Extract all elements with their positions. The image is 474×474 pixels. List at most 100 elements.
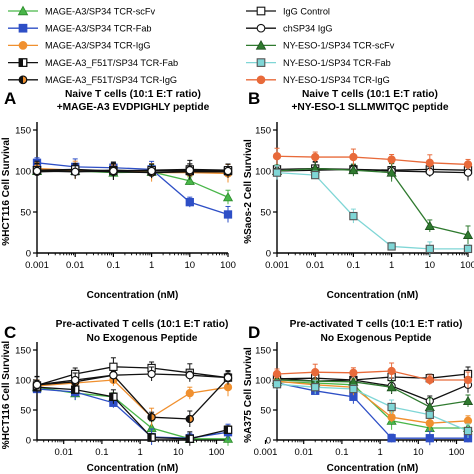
x-tick-label: 100 <box>449 447 465 458</box>
data-point <box>387 155 396 164</box>
series-line <box>276 373 469 381</box>
data-point <box>387 402 396 412</box>
series-line <box>276 167 469 236</box>
series-line <box>276 383 469 432</box>
x-axis-label: Concentration (nM) <box>87 463 179 474</box>
data-point <box>387 413 396 422</box>
series-line <box>36 162 229 216</box>
panel-subtitle: No Exogenous Peptide <box>321 333 432 344</box>
series-mage-a3-sp34-tcr-fab <box>32 157 233 223</box>
series-ny-eso-1-sp34-tcr-fab <box>272 379 473 438</box>
y-tick-label: 0 <box>26 435 31 446</box>
x-tick-label: 10 <box>425 260 436 271</box>
data-point <box>109 392 118 401</box>
legend: MAGE-A3/SP34 TCR-scFv MAGE-A3/SP34 TCR-Fa… <box>8 5 395 85</box>
x-tick-label: 0.001 <box>254 447 278 458</box>
series-ny-eso-1-sp34-tcr-fab <box>272 165 473 256</box>
y-tick-label: 50 <box>20 207 31 218</box>
panel-letter: C <box>4 323 16 342</box>
data-point <box>425 158 434 167</box>
data-point <box>71 167 80 176</box>
x-tick-label: 0.01 <box>306 260 325 271</box>
data-point <box>223 383 233 392</box>
series-line <box>37 170 229 198</box>
legend-item: MAGE-A3/SP34 TCR-IgG <box>8 41 151 51</box>
legend-item: IgG Control <box>246 6 330 16</box>
series-line <box>276 370 468 381</box>
data-point <box>147 166 156 176</box>
data-point <box>348 164 359 175</box>
legend-marker <box>18 58 28 67</box>
data-point <box>185 166 194 175</box>
legend-label: NY-ESO-1/SP34 TCR-Fab <box>283 58 391 68</box>
series-mage-a3-sp34-tcr-igg <box>272 372 473 432</box>
data-point <box>424 220 435 230</box>
series-line <box>276 171 468 250</box>
legend-item: NY-ESO-1/SP34 TCR-scFv <box>246 39 395 51</box>
legend-marker <box>256 23 266 33</box>
data-point <box>311 152 320 162</box>
panel-b: B Naive T cells (10:1 E:T ratio) +NY-ESO-1… <box>243 89 474 301</box>
y-axis-label: %HCT116 Cell Survival <box>1 341 12 450</box>
data-point <box>311 383 320 392</box>
y-tick-label: 150 <box>15 345 31 356</box>
x-tick-label: 100 <box>209 447 225 458</box>
legend-label: MAGE-A3/SP34 TCR-Fab <box>45 24 152 34</box>
data-point <box>71 375 80 385</box>
series-line <box>276 379 469 408</box>
legend-marker <box>17 5 29 16</box>
data-point <box>386 167 397 177</box>
y-axis-label: %Saos-2 Cell Survival <box>243 139 254 244</box>
x-tick-label: 0.001 <box>265 260 289 271</box>
legend-label: IgG Control <box>283 6 330 16</box>
y-tick-label: 0 <box>266 248 271 259</box>
data-point <box>223 166 233 176</box>
legend-marker <box>256 58 266 67</box>
legend-label: MAGE-A3/SP34 TCR-IgG <box>45 41 151 51</box>
panel-title: Naive T cells (10:1 E:T ratio) <box>302 89 438 100</box>
legend-label: NY-ESO-1/SP34 TCR-IgG <box>283 75 390 85</box>
data-point <box>109 166 118 176</box>
panel-letter: D <box>248 323 260 342</box>
series-chsp34-igg <box>32 163 233 179</box>
panel-title: Naive T cells (10:1 E:T ratio) <box>65 89 201 100</box>
y-tick-label: 50 <box>260 207 271 218</box>
legend-marker <box>256 75 266 85</box>
x-tick-label: 0.01 <box>294 447 313 458</box>
series-line <box>276 380 469 424</box>
series-line <box>36 169 229 173</box>
data-point <box>463 244 473 254</box>
legend-marker <box>255 39 267 50</box>
data-point <box>463 416 473 425</box>
series-line <box>36 374 229 420</box>
series-ny-eso-1-sp34-tcr-igg <box>272 147 473 171</box>
panel-subtitle: +NY-ESO-1 SLLMWITQC peptide <box>291 102 448 113</box>
data-point <box>184 175 195 185</box>
legend-marker <box>256 6 266 16</box>
data-point <box>463 168 473 177</box>
panel-title: Pre-activated T cells (10:1 E:T ratio) <box>56 319 229 330</box>
x-axis-label: Concentration (nM) <box>87 290 179 301</box>
data-point <box>109 371 118 380</box>
legend-item: MAGE-A3/SP34 TCR-Fab <box>8 24 152 34</box>
data-point <box>147 369 156 379</box>
data-point <box>185 414 194 424</box>
x-tick-label: 100 <box>460 260 474 271</box>
data-point <box>222 192 234 202</box>
legend-item: NY-ESO-1/SP34 TCR-Fab <box>246 58 391 68</box>
panel-subtitle: +MAGE-A3 EVDPIGHLY peptide <box>57 102 210 113</box>
legend-item: MAGE-A3/SP34 TCR-scFv <box>8 5 156 16</box>
series-chsp34-igg <box>32 366 233 389</box>
data-point <box>109 362 118 371</box>
x-tick-label: 0.1 <box>95 447 108 458</box>
legend-marker <box>18 75 28 85</box>
x-tick-label: 0.1 <box>107 260 120 271</box>
data-point <box>32 380 42 389</box>
data-point <box>311 170 320 180</box>
panel-letter: A <box>4 89 16 108</box>
data-point <box>32 166 42 176</box>
data-point <box>272 152 282 161</box>
x-tick-label: 10 <box>413 447 424 458</box>
legend-label: NY-ESO-1/SP34 TCR-scFv <box>283 41 395 51</box>
